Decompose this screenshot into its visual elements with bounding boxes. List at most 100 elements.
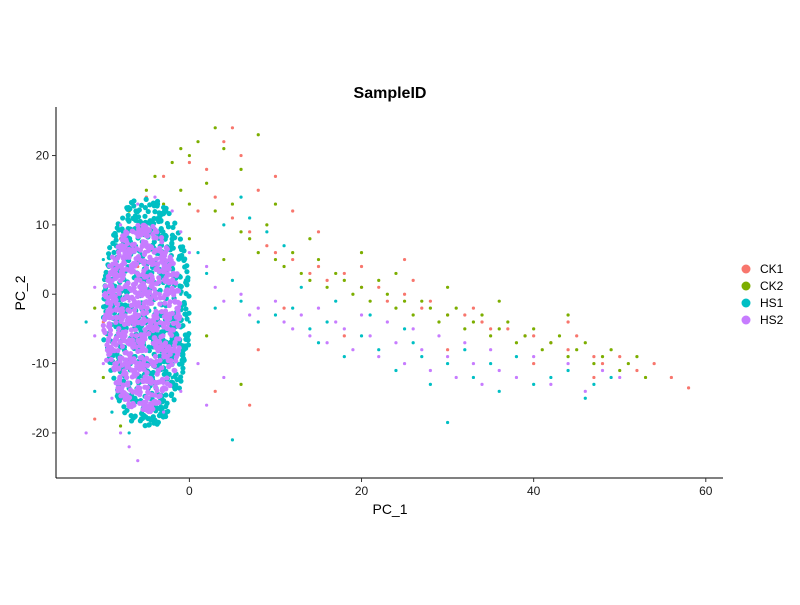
point — [600, 368, 605, 373]
point — [112, 231, 118, 237]
point — [125, 307, 131, 313]
point — [164, 220, 171, 227]
point — [176, 385, 182, 391]
point — [177, 274, 183, 280]
point — [164, 346, 170, 352]
point — [156, 413, 163, 419]
point — [131, 285, 137, 291]
point — [103, 312, 109, 318]
point — [179, 389, 183, 393]
point — [170, 209, 174, 213]
point — [342, 334, 346, 338]
point — [122, 252, 128, 258]
point — [291, 257, 295, 262]
point — [120, 246, 126, 252]
point — [635, 355, 639, 359]
point — [151, 235, 157, 241]
point — [126, 218, 132, 224]
point — [137, 340, 143, 347]
point — [135, 348, 141, 354]
point — [157, 357, 163, 363]
point — [239, 230, 243, 234]
point — [148, 283, 154, 289]
point — [618, 355, 622, 359]
point — [151, 292, 158, 298]
point — [110, 264, 114, 269]
series-ck1 — [93, 126, 691, 421]
point — [110, 396, 114, 400]
point — [506, 327, 510, 331]
point — [101, 375, 105, 380]
point — [463, 313, 467, 317]
point — [163, 403, 169, 410]
point — [115, 255, 121, 261]
point — [138, 304, 144, 311]
point — [265, 230, 269, 234]
point — [325, 285, 329, 289]
point — [463, 327, 467, 331]
point — [171, 367, 177, 373]
point — [325, 320, 329, 324]
point — [265, 223, 269, 227]
point — [120, 215, 126, 221]
point — [248, 313, 252, 317]
point — [131, 356, 137, 362]
point — [248, 237, 252, 241]
point — [575, 348, 579, 352]
point — [103, 294, 109, 300]
point — [316, 230, 321, 234]
point — [114, 314, 121, 321]
point — [162, 251, 168, 257]
point — [117, 339, 123, 345]
point — [256, 251, 260, 255]
point — [137, 277, 143, 283]
point — [144, 362, 151, 369]
point — [145, 415, 151, 422]
point — [127, 431, 131, 435]
point — [187, 320, 191, 324]
point — [177, 283, 183, 289]
point — [131, 268, 137, 275]
point — [394, 271, 398, 276]
point — [107, 331, 113, 337]
point — [402, 257, 407, 262]
point — [239, 292, 243, 296]
point — [125, 396, 131, 403]
point — [489, 327, 493, 331]
point — [342, 271, 346, 276]
point — [149, 274, 155, 280]
point — [411, 313, 415, 317]
point — [126, 401, 132, 407]
point — [437, 320, 441, 324]
chart-title: SampleID — [354, 85, 427, 102]
point — [351, 292, 355, 296]
point — [132, 213, 138, 219]
point — [169, 236, 175, 242]
point — [122, 350, 128, 356]
point — [205, 334, 209, 338]
point — [118, 393, 124, 399]
point — [147, 218, 153, 224]
point — [159, 239, 165, 245]
point — [107, 245, 113, 251]
point — [154, 371, 160, 377]
point — [112, 341, 119, 347]
point — [385, 299, 389, 303]
point — [334, 299, 338, 303]
point — [170, 278, 174, 282]
point — [127, 445, 131, 449]
point — [153, 308, 159, 314]
point — [116, 366, 122, 372]
point — [177, 244, 184, 250]
point — [143, 196, 149, 202]
point — [157, 301, 163, 307]
point — [222, 140, 226, 144]
point — [154, 281, 160, 287]
point — [566, 348, 570, 352]
point — [129, 242, 135, 248]
point — [152, 209, 158, 215]
point — [111, 375, 117, 381]
point — [166, 302, 172, 309]
point — [185, 337, 191, 343]
point — [106, 351, 112, 358]
